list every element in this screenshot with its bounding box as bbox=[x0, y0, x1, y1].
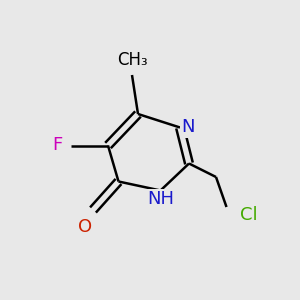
Text: NH: NH bbox=[147, 190, 174, 208]
Text: O: O bbox=[78, 218, 93, 236]
Text: Cl: Cl bbox=[240, 206, 258, 224]
Text: N: N bbox=[182, 118, 195, 136]
Text: CH₃: CH₃ bbox=[117, 51, 147, 69]
Text: F: F bbox=[53, 136, 63, 154]
